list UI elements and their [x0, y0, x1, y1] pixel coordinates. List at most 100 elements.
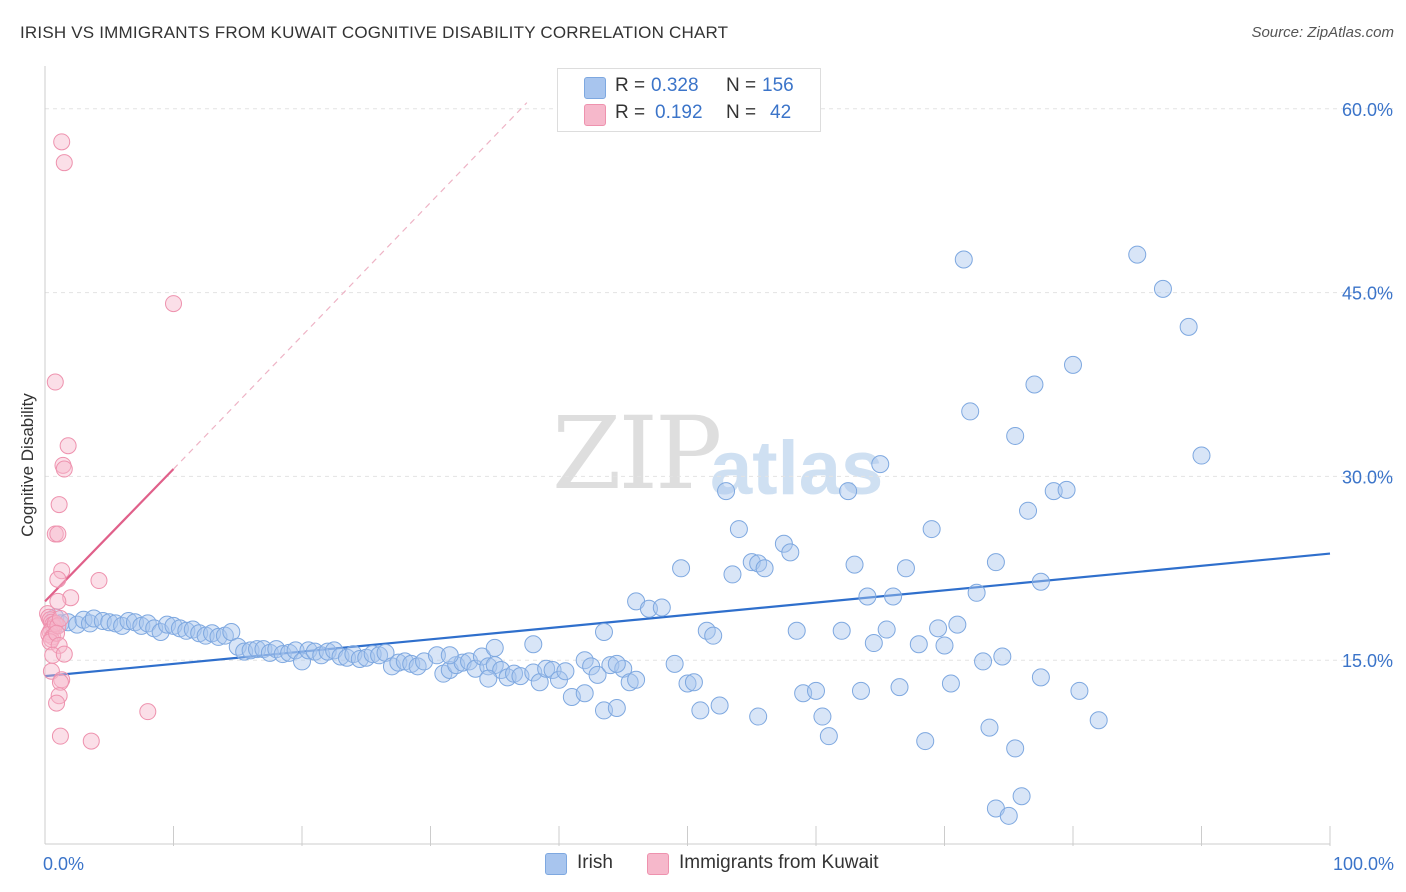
irish-point — [556, 662, 575, 681]
kuwait-point — [50, 496, 68, 514]
y-tick-label: 30.0% — [1342, 467, 1393, 487]
bottom-legend-label-kuwait: Immigrants from Kuwait — [679, 852, 879, 873]
irish-point — [909, 635, 928, 654]
kuwait-point — [51, 727, 69, 745]
irish-point — [890, 678, 909, 697]
irish-point — [1179, 317, 1198, 336]
irish-point — [440, 646, 459, 665]
irish-point — [723, 565, 742, 584]
kuwait-point — [62, 589, 80, 607]
irish-point — [639, 599, 658, 618]
chart-title: IRISH VS IMMIGRANTS FROM KUWAIT COGNITIV… — [20, 23, 729, 42]
irish-point — [961, 402, 980, 421]
legend-n-value: 42 — [770, 102, 792, 123]
irish-point — [871, 455, 890, 474]
irish-point — [704, 626, 723, 645]
irish-point — [389, 653, 408, 672]
kuwait-point — [51, 610, 69, 628]
irish-point — [954, 250, 973, 269]
irish-point — [807, 681, 825, 700]
irish-point — [839, 482, 858, 501]
irish-point — [1044, 482, 1063, 501]
irish-point — [974, 652, 993, 671]
irish-point — [1025, 375, 1044, 394]
irish-point — [691, 701, 710, 720]
irish-point — [980, 718, 999, 737]
irish-point — [363, 645, 382, 664]
source-label: Source: ZipAtlas.com — [1251, 24, 1394, 41]
irish-point — [575, 684, 594, 703]
kuwait-point — [49, 592, 67, 610]
irish-point — [819, 727, 838, 746]
irish-point — [485, 638, 504, 657]
irish-point — [627, 670, 646, 689]
irish-point — [993, 647, 1012, 666]
watermark-zip: ZIP — [552, 395, 722, 512]
irish-point — [717, 482, 736, 501]
kuwait-point — [51, 673, 69, 691]
legend-r-label: R = — [615, 75, 646, 96]
kuwait-trend-line — [44, 468, 175, 603]
irish-point — [427, 646, 446, 665]
kuwait-point — [59, 437, 77, 455]
grid-layer — [45, 108, 1395, 661]
points-layer — [39, 133, 1211, 825]
tick-label-layer: 15.0% 30.0% 45.0% 60.0% 0.0% 100.0% — [43, 100, 1394, 874]
kuwait-point — [139, 703, 157, 721]
irish-point — [594, 623, 613, 642]
kuwait-point — [49, 570, 67, 588]
irish-point — [672, 559, 691, 578]
irish-point — [1031, 668, 1050, 687]
irish-point — [922, 520, 941, 539]
irish-point — [537, 659, 556, 678]
irish-point — [472, 647, 491, 666]
kuwait-point — [90, 572, 108, 590]
irish-point — [813, 707, 832, 726]
irish-point — [787, 621, 806, 640]
irish-point — [1070, 681, 1089, 700]
y-axis-label-text: Cognitive Disability — [18, 393, 37, 537]
irish-point — [479, 669, 498, 688]
legend-swatch-irish — [584, 77, 606, 99]
irish-point — [588, 665, 607, 684]
irish-point — [986, 553, 1005, 572]
bottom-legend-label-irish: Irish — [577, 852, 613, 873]
irish-point — [999, 806, 1018, 825]
irish-point — [1153, 279, 1172, 298]
irish-point — [935, 636, 954, 655]
irish-point — [941, 674, 960, 693]
y-tick-label: 15.0% — [1342, 651, 1393, 671]
irish-point — [845, 555, 864, 574]
irish-point — [896, 559, 915, 578]
irish-point — [884, 587, 903, 606]
irish-point — [1012, 787, 1031, 806]
legend-r-label: R = — [615, 102, 646, 123]
irish-point — [684, 673, 703, 692]
trend-layer — [44, 102, 1331, 678]
irish-point — [1006, 739, 1025, 758]
irish-point — [851, 681, 870, 700]
kuwait-trend-extension — [173, 102, 528, 470]
irish-point — [929, 619, 948, 638]
irish-point — [877, 620, 896, 639]
irish-point — [1064, 355, 1082, 374]
kuwait-point — [55, 645, 73, 663]
legend-n-label: N = — [726, 102, 757, 123]
bottom-legend-swatch-irish — [545, 853, 567, 875]
irish-point — [524, 635, 543, 654]
y-tick-label: 60.0% — [1342, 100, 1393, 120]
irish-point — [286, 641, 305, 660]
kuwait-point — [49, 525, 67, 543]
irish-point — [729, 520, 748, 539]
correlation-legend: R = 0.328 N = 156 R = 0.192 N = 42 — [557, 68, 821, 132]
kuwait-point — [48, 694, 66, 712]
irish-point — [1192, 446, 1211, 465]
kuwait-point — [82, 732, 100, 750]
legend-swatch-kuwait — [584, 104, 606, 126]
irish-point — [1006, 426, 1025, 445]
kuwait-point — [53, 562, 71, 580]
irish-point — [652, 598, 671, 617]
legend-n-value: 156 — [762, 75, 794, 96]
kuwait-point — [165, 295, 182, 313]
